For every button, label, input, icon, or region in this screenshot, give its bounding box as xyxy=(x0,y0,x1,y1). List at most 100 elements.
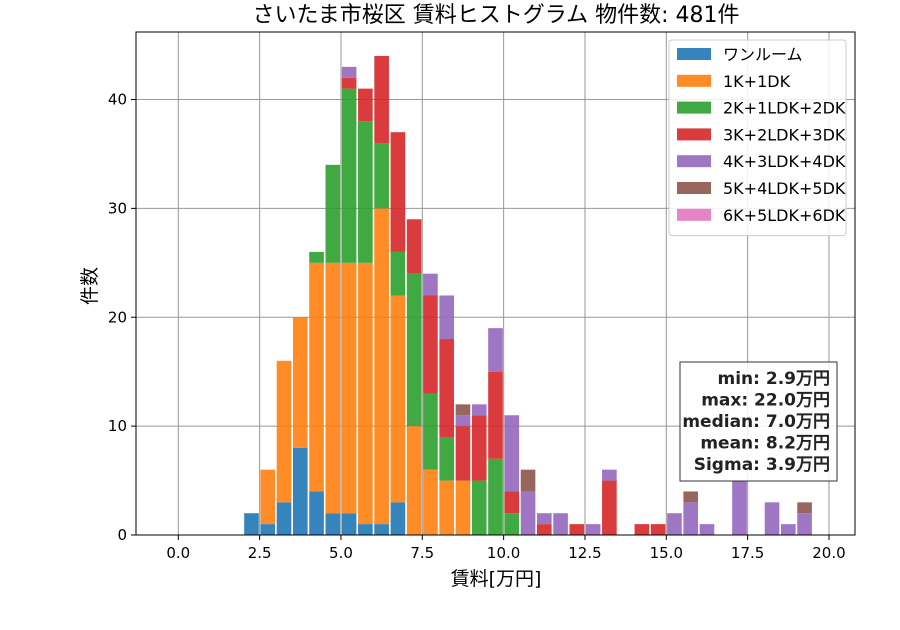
bar-segment xyxy=(439,480,455,535)
y-axis-label: 件数 xyxy=(79,267,101,305)
y-tick-label: 40 xyxy=(108,91,127,109)
stats-line: mean: 8.2万円 xyxy=(700,434,830,454)
bar-segment xyxy=(390,295,406,503)
bar-segment xyxy=(650,524,666,535)
bar-segment xyxy=(602,469,617,481)
legend-swatch xyxy=(677,182,711,194)
legend-swatch xyxy=(677,74,711,87)
bar-segment xyxy=(471,415,487,481)
bar-segment xyxy=(341,66,357,78)
bar-segment xyxy=(325,164,341,263)
x-tick-label: 20.0 xyxy=(812,544,845,562)
legend-label: 2K+1LDK+2DK xyxy=(723,99,846,118)
legend-label: 5K+4LDK+5DK xyxy=(723,179,846,198)
bar-segment xyxy=(276,360,292,503)
bar-segment xyxy=(504,513,520,535)
bar-segment xyxy=(585,524,601,535)
stats-line: min: 2.9万円 xyxy=(718,369,830,389)
legend-label: 4K+3LDK+4DK xyxy=(723,152,846,171)
legend-swatch xyxy=(677,128,711,141)
plot-frame xyxy=(135,31,856,536)
bar-segment xyxy=(439,437,455,481)
bar-segment xyxy=(358,88,373,122)
x-tick-label: 12.5 xyxy=(568,544,601,562)
bar-segment xyxy=(683,502,699,535)
bar-segment xyxy=(276,502,292,535)
stats-frame xyxy=(679,361,838,482)
bar-segment xyxy=(423,393,438,470)
bars-group xyxy=(244,55,812,535)
bar-segment xyxy=(520,469,536,492)
bar-segment xyxy=(374,55,389,144)
bar-segment xyxy=(536,513,552,525)
bar-segment xyxy=(471,480,487,535)
x-tick-label: 2.5 xyxy=(248,544,272,562)
x-tick-label: 7.5 xyxy=(410,544,434,562)
bar-segment xyxy=(341,513,357,535)
bar-segment xyxy=(423,469,438,535)
bar-segment xyxy=(602,480,617,535)
x-tick-label: 17.5 xyxy=(731,544,764,562)
legend-frame xyxy=(668,39,847,237)
legend-swatch xyxy=(677,208,711,221)
y-tick-label: 10 xyxy=(108,417,127,435)
bar-segment xyxy=(732,480,747,535)
bar-segment xyxy=(309,251,324,263)
bar-segment xyxy=(471,404,487,416)
bar-segment xyxy=(569,524,585,535)
bar-segment xyxy=(455,480,471,535)
bar-segment xyxy=(374,208,389,525)
x-axis-label: 賃料[万円] xyxy=(451,568,542,590)
stats-line: Sigma: 3.9万円 xyxy=(694,455,830,475)
bar-segment xyxy=(292,317,308,448)
legend-label: ワンルーム xyxy=(723,45,803,64)
bar-segment xyxy=(423,273,438,296)
bar-segment xyxy=(504,415,520,492)
legend-label: 6K+5LDK+6DK xyxy=(723,206,846,225)
bar-segment xyxy=(374,524,389,535)
bar-segment xyxy=(797,513,812,535)
y-tick-label: 30 xyxy=(108,199,127,217)
legend-label: 3K+2LDK+3DK xyxy=(723,125,846,144)
bar-segment xyxy=(390,502,406,535)
y-axis-ticks: 0 10 20 30 40 xyxy=(108,91,136,544)
bar-segment xyxy=(455,415,471,427)
bar-segment xyxy=(439,339,455,438)
bar-segment xyxy=(488,458,503,535)
bar-segment xyxy=(699,524,715,535)
bar-segment xyxy=(406,219,422,274)
bar-segment xyxy=(341,262,357,514)
bar-segment xyxy=(325,262,341,514)
bar-segment xyxy=(488,328,503,372)
bar-segment xyxy=(536,524,552,535)
legend-swatch xyxy=(677,48,711,60)
stats-line: max: 22.0万円 xyxy=(701,391,830,411)
bar-segment xyxy=(406,426,422,535)
legend-label: 1K+1DK xyxy=(723,72,791,91)
bar-segment xyxy=(423,295,438,394)
legend-swatch xyxy=(677,101,711,114)
bar-segment xyxy=(683,491,699,503)
bar-segment xyxy=(390,251,406,296)
bar-segment xyxy=(390,132,406,252)
x-tick-label: 0.0 xyxy=(166,544,190,562)
bar-segment xyxy=(325,513,341,535)
bar-segment xyxy=(244,513,259,535)
x-tick-label: 15.0 xyxy=(650,544,683,562)
bar-segment xyxy=(667,513,682,535)
x-tick-label: 5.0 xyxy=(329,544,353,562)
stats-line: median: 7.0万円 xyxy=(682,412,830,432)
bar-segment xyxy=(358,524,373,535)
bar-segment xyxy=(358,121,373,263)
bar-segment xyxy=(374,143,389,209)
legend: ワンルーム 1K+1DK 2K+1LDK+2DK 3K+2LDK+3DK 4K+3LDK… xyxy=(668,39,847,237)
bar-segment xyxy=(764,502,780,535)
bar-segment xyxy=(341,88,357,263)
bar-segment xyxy=(358,262,373,525)
bar-segment xyxy=(780,524,796,535)
bar-segment xyxy=(439,295,455,340)
bar-segment xyxy=(260,524,276,535)
bar-segment xyxy=(341,77,357,89)
